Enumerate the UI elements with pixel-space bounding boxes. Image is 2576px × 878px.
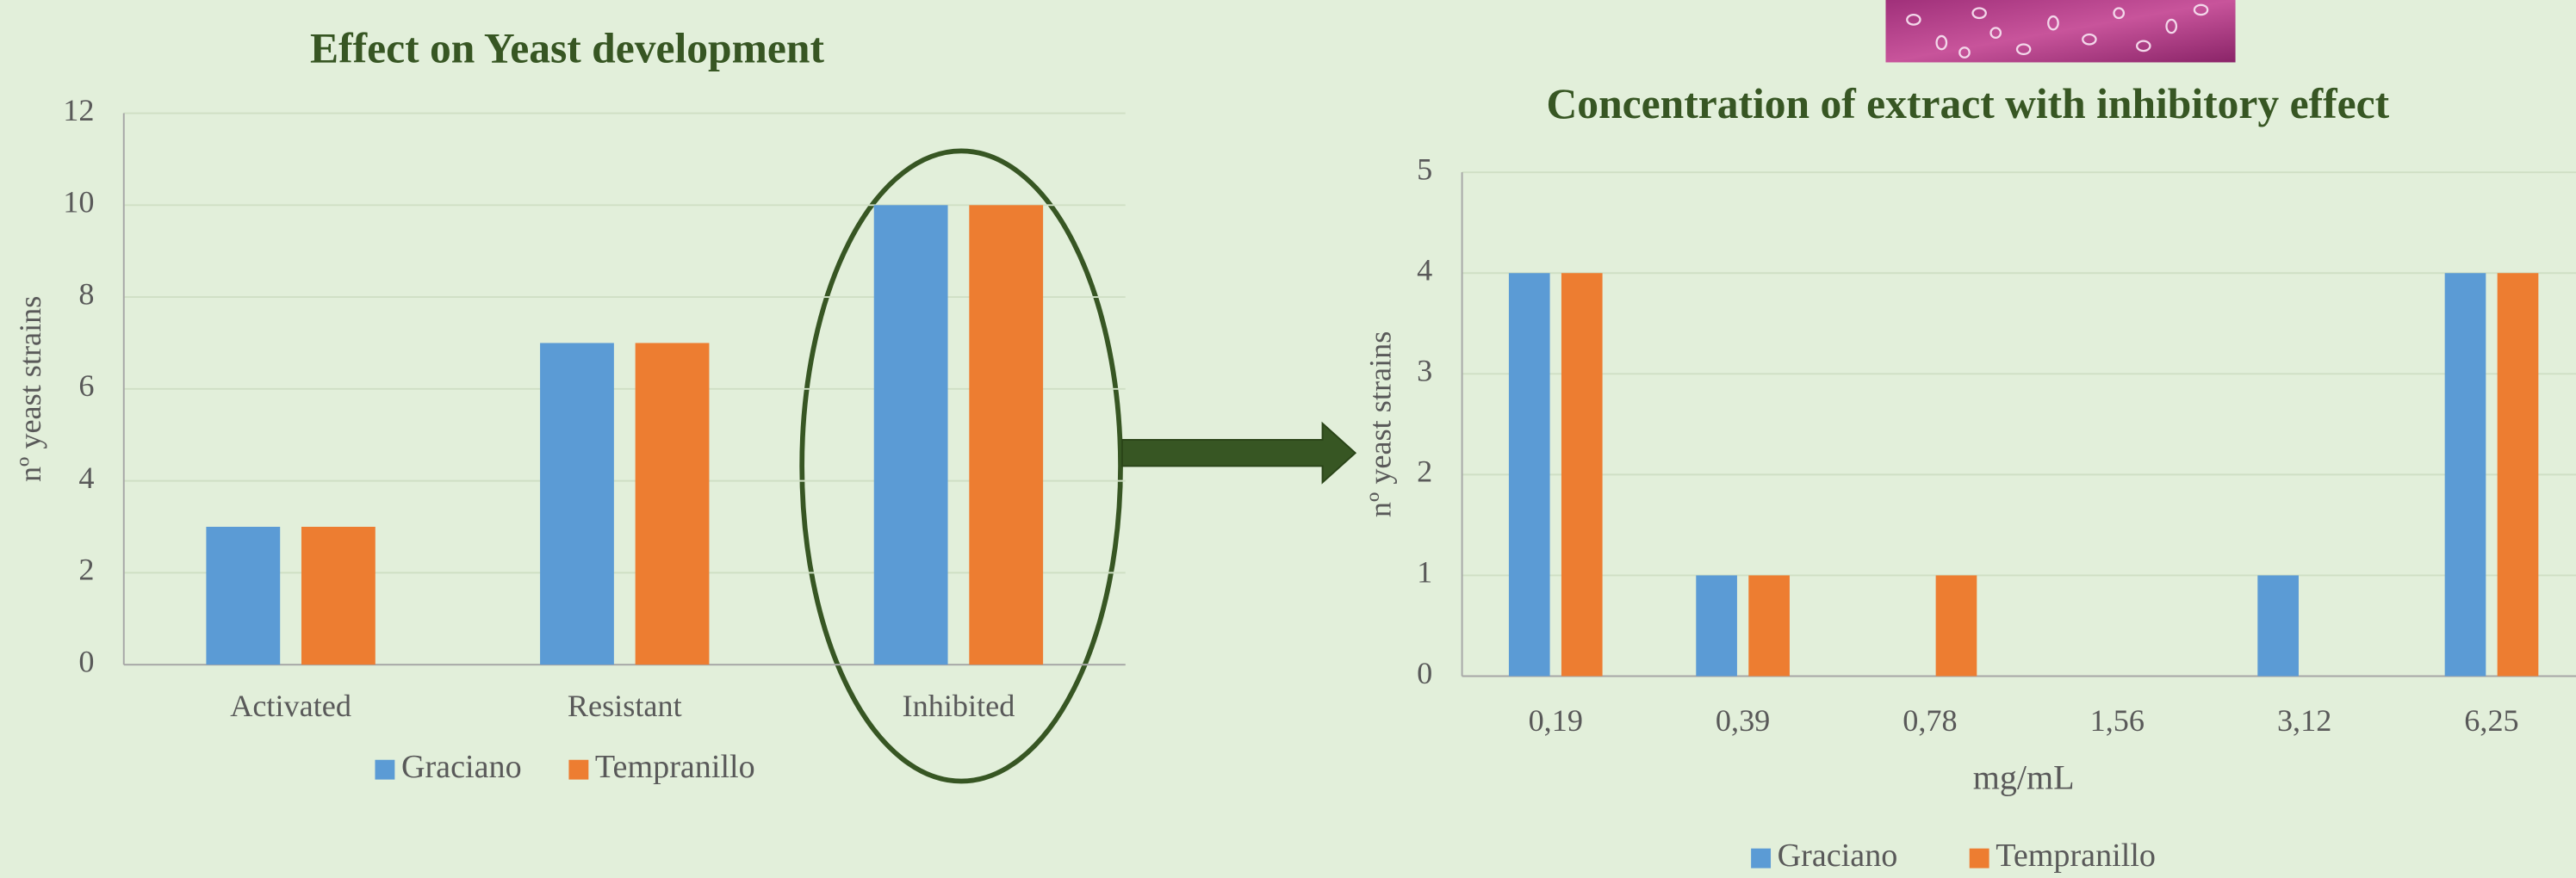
x-tick-label: 1,56 bbox=[2090, 703, 2145, 738]
y-tick-label: 6 bbox=[78, 368, 94, 403]
y-tick-label: 2 bbox=[78, 553, 94, 587]
chart-title: Effect on Yeast development bbox=[310, 24, 824, 71]
bar bbox=[636, 343, 710, 665]
legend-label: Tempranillo bbox=[595, 749, 755, 785]
microscope-image bbox=[1885, 0, 2235, 62]
legend-label: Graciano bbox=[401, 749, 522, 785]
y-axis-label: nº yeast strains bbox=[13, 296, 47, 482]
chart-title: Concentration of extract with inhibitory… bbox=[1546, 80, 2389, 127]
bar bbox=[1561, 273, 1603, 676]
x-tick-label: Resistant bbox=[568, 689, 682, 723]
bar bbox=[2498, 273, 2539, 676]
bar bbox=[206, 527, 280, 665]
y-tick-label: 4 bbox=[1417, 253, 1432, 288]
x-tick-label: Inhibited bbox=[903, 689, 1015, 723]
page: {"chart_data": [ {"type": "bar", "title"… bbox=[0, 0, 2576, 878]
y-tick-label: 3 bbox=[1417, 354, 1432, 388]
legend-swatch bbox=[375, 760, 394, 780]
bar bbox=[301, 527, 376, 665]
legend-swatch bbox=[1970, 849, 1989, 869]
bar bbox=[1748, 575, 1790, 676]
y-tick-label: 12 bbox=[63, 93, 94, 127]
y-tick-label: 5 bbox=[1417, 151, 1432, 186]
x-tick-label: 3,12 bbox=[2277, 703, 2331, 738]
legend-label: Tempranillo bbox=[1996, 838, 2156, 874]
bar bbox=[540, 343, 614, 665]
y-tick-label: 0 bbox=[78, 644, 94, 678]
y-tick-label: 2 bbox=[1417, 454, 1432, 489]
bar bbox=[2257, 575, 2299, 676]
bar bbox=[1696, 575, 1737, 676]
legend-swatch bbox=[1751, 849, 1771, 869]
arrow bbox=[1122, 424, 1356, 483]
bar bbox=[1509, 273, 1550, 676]
bar bbox=[2445, 273, 2486, 676]
x-tick-label: 0,39 bbox=[1716, 703, 1770, 738]
bar bbox=[969, 205, 1043, 665]
x-tick-label: 6,25 bbox=[2464, 703, 2518, 738]
legend-swatch bbox=[568, 760, 588, 780]
y-tick-label: 0 bbox=[1417, 656, 1432, 690]
y-tick-label: 4 bbox=[78, 461, 94, 495]
legend-label: Graciano bbox=[1778, 838, 1898, 874]
x-tick-label: Activated bbox=[230, 689, 351, 723]
x-axis-label: mg/mL bbox=[1973, 758, 2075, 797]
bar bbox=[874, 205, 948, 665]
highlight-ellipse bbox=[802, 151, 1120, 781]
y-tick-label: 1 bbox=[1417, 555, 1432, 590]
slide: Effect on Yeast development nº yeast stra… bbox=[0, 0, 2576, 878]
y-tick-label: 10 bbox=[63, 185, 94, 220]
y-axis-label: nº yeast strains bbox=[1362, 331, 1397, 517]
y-tick-label: 8 bbox=[78, 276, 94, 311]
x-tick-label: 0,78 bbox=[1903, 703, 1957, 738]
x-tick-label: 0,19 bbox=[1529, 703, 1583, 738]
bar bbox=[1936, 575, 1977, 676]
